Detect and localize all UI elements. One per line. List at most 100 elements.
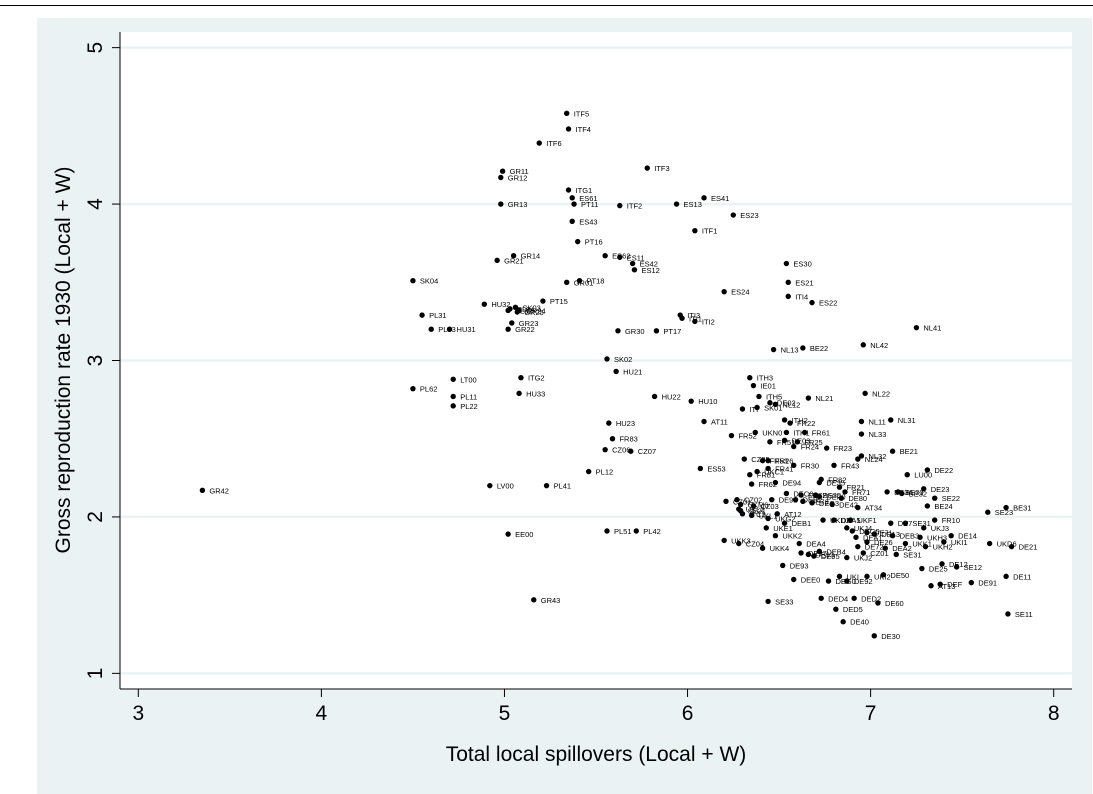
point-marker — [888, 417, 894, 423]
data-point: GR21 — [494, 256, 524, 265]
point-marker — [816, 548, 823, 555]
point-label: ITH1 — [793, 428, 809, 437]
point-marker — [882, 545, 888, 551]
data-point: DED5 — [833, 605, 863, 614]
point-label: ITF4 — [576, 125, 591, 134]
point-label: GR42 — [209, 486, 229, 495]
point-marker — [499, 168, 506, 174]
data-point: GR30 — [615, 327, 645, 336]
data-point: DE27 — [798, 549, 827, 558]
point-marker — [913, 324, 920, 331]
data-point: FR71 — [842, 488, 870, 497]
point-marker — [410, 385, 416, 392]
point-marker — [752, 429, 758, 436]
point-marker — [838, 495, 845, 501]
data-point: PL42 — [633, 527, 661, 536]
point-marker — [816, 479, 823, 486]
point-label: FR81 — [757, 471, 775, 480]
point-label: FR30 — [801, 461, 819, 470]
point-label: CZ03 — [760, 502, 778, 511]
data-point: DED2 — [851, 594, 881, 603]
point-label: GR25 — [524, 308, 544, 317]
point-marker — [692, 227, 698, 234]
point-label: PT11 — [581, 200, 598, 209]
data-point: BE24 — [924, 502, 953, 511]
data-point: UKJ4 — [844, 524, 872, 533]
point-marker — [564, 110, 570, 117]
point-marker — [858, 431, 865, 437]
point-label: UKJ3 — [931, 524, 949, 533]
point-label: DED2 — [861, 594, 881, 603]
point-marker — [820, 517, 826, 523]
data-point: DE14 — [948, 532, 977, 541]
point-marker — [787, 420, 793, 426]
data-point: NL31 — [888, 416, 916, 425]
point-marker — [604, 356, 610, 362]
data-point: DED4 — [818, 594, 848, 603]
point-label: FR83 — [619, 435, 637, 444]
point-marker — [701, 195, 707, 201]
point-marker — [730, 212, 737, 218]
point-marker — [798, 550, 804, 556]
data-point: HU32 — [481, 300, 511, 309]
point-label: FR24 — [801, 443, 819, 452]
point-marker — [809, 500, 815, 506]
point-label: UKE1 — [773, 524, 793, 533]
data-point: ITI1 — [679, 314, 702, 323]
point-label: UKK2 — [782, 532, 802, 541]
point-marker — [585, 468, 592, 475]
point-marker — [1003, 504, 1009, 511]
point-marker — [860, 342, 866, 348]
data-point: NL32 — [858, 452, 886, 461]
point-label: ITF2 — [627, 202, 642, 211]
point-label: DEA1 — [863, 533, 883, 542]
point-label: PL41 — [554, 482, 572, 491]
point-label: CZ01 — [733, 497, 751, 506]
data-point: ES42 — [629, 260, 658, 269]
point-label: LU00 — [914, 471, 932, 480]
point-marker — [785, 293, 791, 300]
point-label: SK04 — [420, 277, 438, 286]
data-point: PL22 — [450, 402, 478, 411]
point-marker — [781, 437, 788, 443]
point-label: LT00 — [460, 375, 477, 384]
data-point: ITF3 — [644, 164, 670, 173]
point-label: UKH2 — [933, 543, 953, 552]
point-label: CZ04 — [746, 540, 764, 549]
point-label: SE21 — [748, 507, 766, 516]
data-point: SE33 — [765, 597, 793, 606]
point-label: DE94 — [782, 479, 801, 488]
data-point: UKK1 — [902, 540, 932, 549]
data-point: BE32 — [899, 489, 927, 498]
data-point: CZ07 — [628, 447, 656, 456]
point-label: ITI3 — [687, 311, 700, 320]
point-marker — [697, 465, 704, 472]
point-label: SE31 — [903, 550, 921, 559]
data-point: FR81 — [747, 471, 775, 480]
point-marker — [769, 497, 775, 503]
point-marker — [805, 395, 812, 401]
point-marker — [518, 375, 524, 381]
point-label: ES13 — [684, 200, 702, 209]
data-point: FR41 — [765, 464, 793, 473]
data-point: UKF1 — [847, 516, 877, 525]
point-marker — [899, 490, 905, 497]
data-point: ITF6 — [536, 139, 562, 148]
data-point: LT00 — [450, 375, 477, 384]
point-label: PL42 — [643, 527, 661, 536]
point-label: ITG1 — [576, 186, 593, 195]
data-point: UKK3 — [721, 536, 751, 545]
point-marker — [858, 418, 865, 425]
point-label: DE95 — [821, 552, 840, 561]
point-label: DE93 — [815, 550, 834, 559]
point-marker — [739, 406, 746, 412]
point-marker — [540, 298, 546, 304]
point-label: HU10 — [698, 397, 717, 406]
point-label: PL51 — [614, 527, 632, 536]
point-label: GR24 — [526, 306, 546, 315]
point-label: FR52 — [738, 432, 756, 441]
point-marker — [651, 393, 658, 400]
data-point: DE91 — [769, 496, 798, 505]
data-point: DEF — [937, 580, 963, 589]
data-point: UKC1 — [754, 468, 784, 477]
